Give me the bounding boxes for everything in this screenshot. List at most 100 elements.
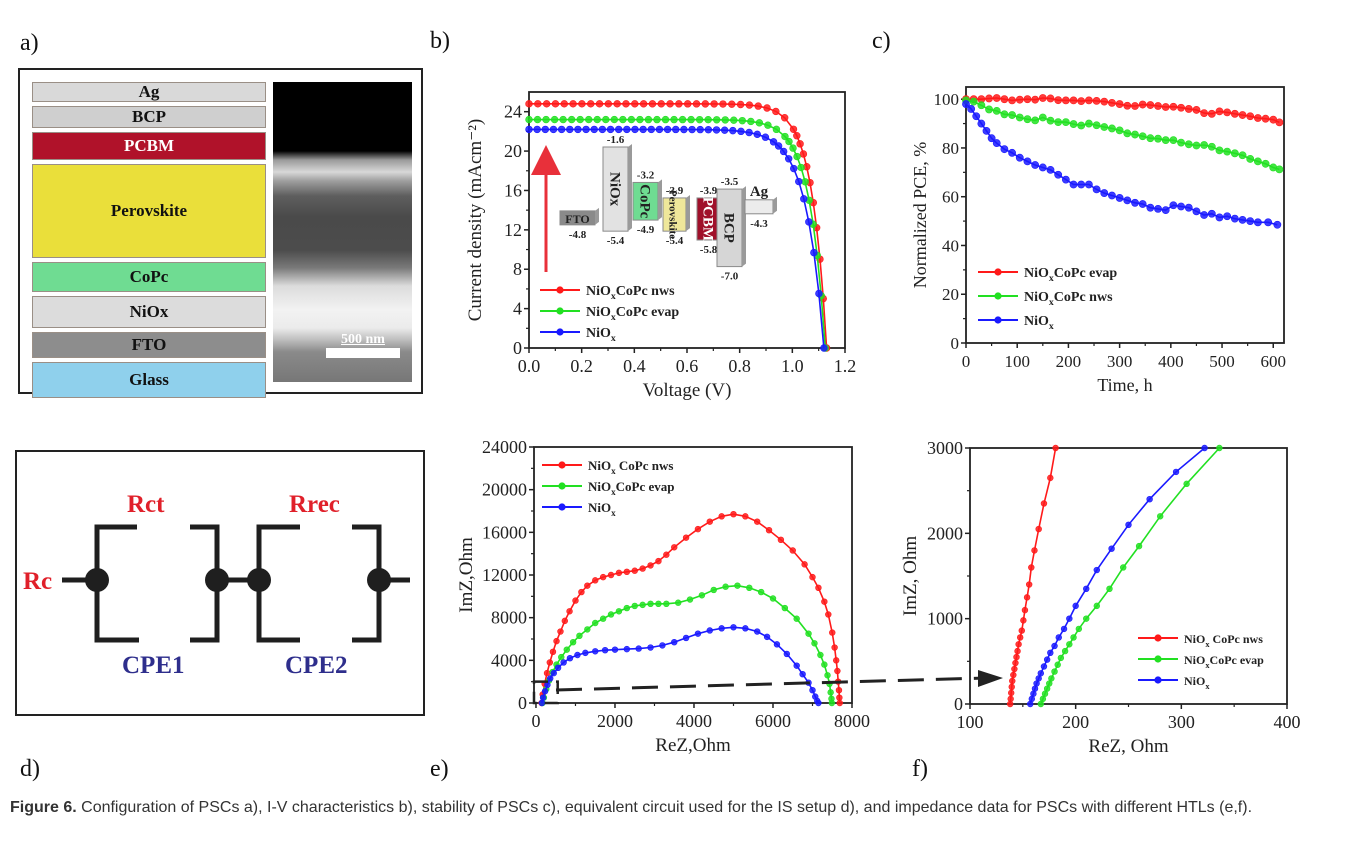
data-point	[1125, 521, 1132, 528]
data-point	[793, 615, 800, 622]
data-point	[1046, 94, 1055, 103]
charts-canvas: 0.0 0.2 0.4 0.6 0.8 1.0 1.2 0 4 8 12 16 20 24 Voltage …	[456, 86, 1301, 757]
data-point	[659, 642, 666, 649]
data-point	[639, 565, 646, 572]
data-point	[1084, 180, 1093, 189]
data-point	[797, 163, 805, 172]
data-point	[623, 125, 631, 134]
data-point	[1108, 98, 1116, 107]
x-tick-label: 0.8	[728, 356, 751, 376]
data-point	[631, 567, 638, 574]
data-point	[712, 126, 721, 134]
data-point	[1146, 101, 1155, 109]
data-point	[829, 629, 836, 636]
data-point	[1077, 180, 1086, 189]
data-point	[746, 584, 753, 591]
data-point	[553, 637, 560, 645]
data-point	[1023, 594, 1031, 601]
data-point	[817, 651, 824, 659]
legend-swatch-marker	[1154, 655, 1162, 663]
data-point	[1084, 119, 1093, 128]
data-point	[1230, 149, 1239, 158]
data-point	[647, 562, 654, 569]
energy-bar-side	[595, 207, 599, 225]
data-point	[619, 115, 627, 124]
data-point	[828, 699, 836, 707]
circuit-diagram: Rc Rct Rrec CPE1 CPE2	[23, 491, 410, 679]
data-point	[713, 116, 721, 124]
figure-caption: Figure 6. Configuration of PSCs a), I-V …	[10, 797, 1360, 819]
data-point	[644, 115, 653, 124]
data-point	[1061, 96, 1070, 105]
data-point	[773, 641, 781, 648]
data-point	[622, 100, 630, 108]
energy-bar-name: FTO	[565, 212, 589, 226]
data-point	[1083, 615, 1090, 622]
data-point	[772, 125, 781, 134]
data-point	[1215, 146, 1224, 155]
x-tick-label: 300	[1107, 352, 1133, 371]
x-axis-label: ReZ, Ohm	[1088, 736, 1168, 757]
layer-pcbm: PCBM	[32, 132, 266, 160]
data-point	[764, 121, 772, 129]
data-point	[834, 667, 841, 675]
y-tick-label: 20	[504, 141, 522, 161]
data-point	[1077, 97, 1086, 106]
panel-label-c: c)	[872, 28, 891, 54]
y-tick-label: 20000	[482, 480, 527, 500]
data-point	[799, 670, 806, 678]
data-point	[820, 344, 828, 352]
data-point	[688, 125, 696, 134]
layer-perovskite: Perovskite	[32, 164, 266, 258]
data-point	[801, 561, 808, 568]
data-point	[687, 115, 695, 124]
data-point	[671, 544, 678, 551]
layer-copc: CoPc	[32, 262, 266, 292]
data-point	[1038, 94, 1047, 102]
data-point	[777, 536, 785, 543]
y-tick-label: 20	[942, 285, 959, 304]
data-point	[811, 640, 818, 647]
data-point	[730, 624, 737, 631]
data-point	[615, 569, 623, 577]
data-point	[682, 634, 690, 642]
energy-value-top: -1.6	[607, 134, 625, 146]
data-point	[639, 125, 647, 134]
data-point	[1253, 114, 1262, 122]
zoom-connector	[555, 670, 1003, 692]
data-point	[1015, 641, 1022, 648]
data-point	[599, 615, 607, 622]
data-point	[615, 608, 623, 615]
data-point	[1069, 96, 1078, 105]
energy-value-bottom: -5.4	[607, 235, 625, 247]
data-point	[779, 147, 788, 156]
data-point	[704, 115, 712, 124]
data-point	[1061, 175, 1070, 184]
data-point	[1066, 615, 1073, 622]
x-tick-label: 1.0	[781, 356, 804, 376]
energy-bar-name: CoPc	[637, 184, 653, 218]
data-point	[592, 648, 599, 655]
energy-value-top: -3.5	[721, 176, 739, 188]
energy-bar-side	[773, 196, 777, 214]
legend-swatch-marker	[558, 503, 566, 511]
data-point	[1275, 165, 1284, 174]
x-tick-label: 2000	[597, 711, 633, 731]
data-point	[1054, 96, 1063, 105]
energy-bar-name: PCBM	[700, 197, 716, 241]
x-tick-label: 500	[1209, 352, 1235, 371]
data-point	[1028, 564, 1035, 571]
data-point	[789, 144, 797, 152]
energy-value-bottom: -7.0	[721, 271, 739, 283]
legend-entry: NiOxCoPc evap	[588, 479, 675, 497]
data-point	[1055, 634, 1062, 641]
data-point	[1066, 641, 1073, 648]
legend-entry: NiOxCoPc nws	[586, 284, 675, 302]
data-point	[627, 115, 636, 124]
energy-bar	[744, 199, 774, 215]
y-tick-label: 12000	[482, 565, 527, 585]
label-rc: Rc	[23, 568, 52, 595]
data-point	[542, 115, 550, 124]
scale-bar-label: 500 nm	[341, 332, 385, 347]
data-point	[647, 644, 654, 651]
